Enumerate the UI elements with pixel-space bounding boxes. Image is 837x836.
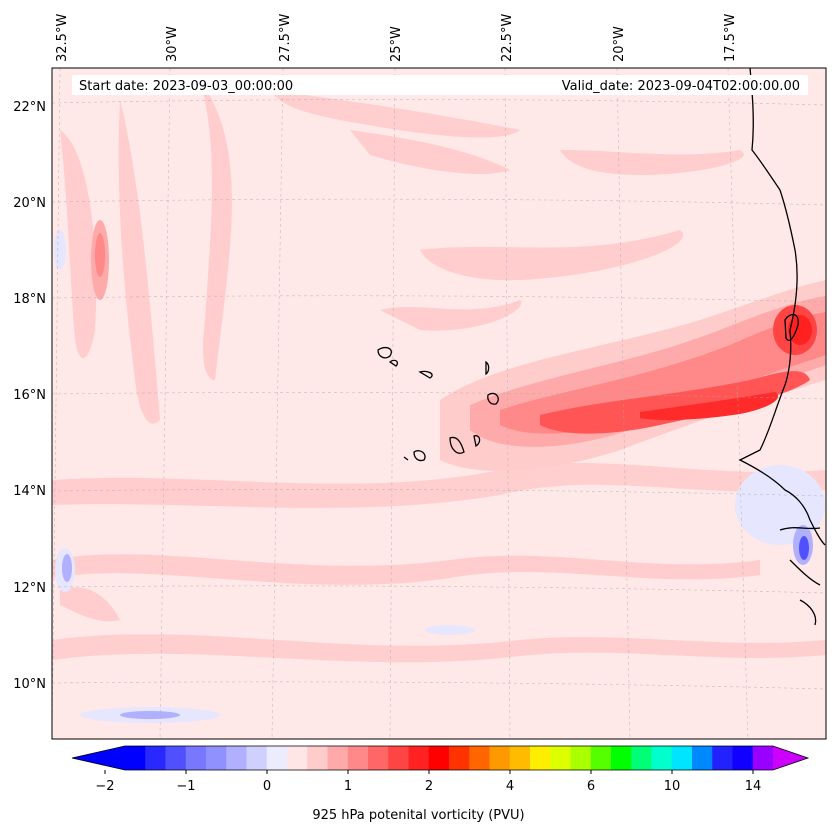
graticule: [52, 68, 826, 739]
valid-date-label: Valid_date: 2023-09-04T02:00:00.00: [562, 79, 800, 94]
colorbar-under-arrow: [72, 746, 125, 770]
colorbar-tick-label: 4: [506, 779, 514, 794]
colorbar-swatch: [489, 746, 511, 770]
colorbar-swatch: [590, 746, 612, 770]
colorbar-tick-label: 1: [344, 779, 352, 794]
colorbar-swatch: [206, 746, 227, 770]
colorbar-swatch: [428, 746, 450, 770]
colorbar-swatch: [125, 746, 146, 770]
colorbar-swatch: [185, 746, 207, 770]
map-panel: [52, 68, 826, 739]
lon-tick-label: 25°W: [389, 26, 404, 62]
lat-tick-labels: 22°N 20°N 18°N 16°N 14°N 12°N 10°N: [13, 100, 46, 692]
colorbar-swatch: [408, 746, 430, 770]
colorbar-swatch: [388, 746, 409, 770]
colorbar-swatch: [226, 746, 247, 770]
colorbar: [71, 745, 810, 771]
lat-tick-label: 16°N: [13, 388, 46, 403]
lon-tick-labels: 32.5°W 30°W 27.5°W 25°W 22.5°W 20°W 17.5…: [55, 14, 738, 62]
lon-tick-label: 30°W: [165, 26, 180, 62]
colorbar-swatch: [368, 746, 389, 770]
start-date-label: Start date: 2023-09-03_00:00:00: [79, 79, 293, 94]
lon-tick-label: 17.5°W: [723, 14, 738, 62]
lon-tick-label: 20°W: [612, 26, 627, 62]
colorbar-swatch: [631, 746, 652, 770]
colorbar-swatch: [246, 746, 268, 770]
weak-pv-streaks: [52, 80, 826, 663]
colorbar-tick-label: 0: [263, 779, 271, 794]
colorbar-swatch: [327, 746, 349, 770]
colorbar-outline: [71, 745, 810, 771]
colorbar-swatch: [732, 746, 754, 770]
colorbar-swatch: [671, 746, 693, 770]
lon-tick-label: 27.5°W: [278, 14, 293, 62]
lat-tick-label: 14°N: [13, 484, 46, 499]
colorbar-swatch: [449, 746, 470, 770]
colorbar-over-arrow: [773, 746, 808, 770]
lat-tick-label: 18°N: [13, 292, 46, 307]
lat-tick-label: 10°N: [13, 677, 46, 692]
colorbar-swatch: [145, 746, 166, 770]
colorbar-swatch: [165, 746, 187, 770]
colorbar-swatch: [530, 746, 551, 770]
colorbar-swatch: [651, 746, 673, 770]
colorbar-swatch: [266, 746, 288, 770]
lat-tick-label: 12°N: [13, 581, 46, 596]
colorbar-swatch: [469, 746, 490, 770]
colorbar-tick-label: 14: [745, 779, 762, 794]
colorbar-tick-label: 10: [664, 779, 681, 794]
colorbar-tick-label: −2: [95, 779, 114, 794]
colorbar-swatch: [347, 746, 369, 770]
colorbar-swatch: [752, 746, 774, 770]
map-frame: [51, 67, 827, 740]
colorbar-tick-label: −1: [176, 779, 195, 794]
colorbar-swatch: [509, 746, 531, 770]
colorbar-swatch: [550, 746, 571, 770]
pv-band-main: [91, 220, 826, 471]
colorbar-tick-label: 6: [587, 779, 595, 794]
colorbar-tick-label: 2: [425, 779, 433, 794]
header-box: [72, 75, 808, 95]
colorbar-swatch: [570, 746, 592, 770]
colorbar-ticks: −2 −1 0 1 2 4 6 10 14: [95, 770, 761, 794]
colorbar-label: 925 hPa potenital vorticity (PVU): [312, 808, 525, 823]
lon-tick-label: 22.5°W: [500, 14, 515, 62]
colorbar-swatch: [712, 746, 733, 770]
colorbar-swatch: [692, 746, 713, 770]
lat-tick-label: 20°N: [13, 196, 46, 211]
colorbar-swatch: [307, 746, 328, 770]
colorbar-swatch: [287, 746, 308, 770]
lat-tick-label: 22°N: [13, 100, 46, 115]
coastlines: [377, 68, 826, 626]
lon-tick-label: 32.5°W: [55, 14, 70, 62]
colorbar-swatch: [611, 746, 632, 770]
